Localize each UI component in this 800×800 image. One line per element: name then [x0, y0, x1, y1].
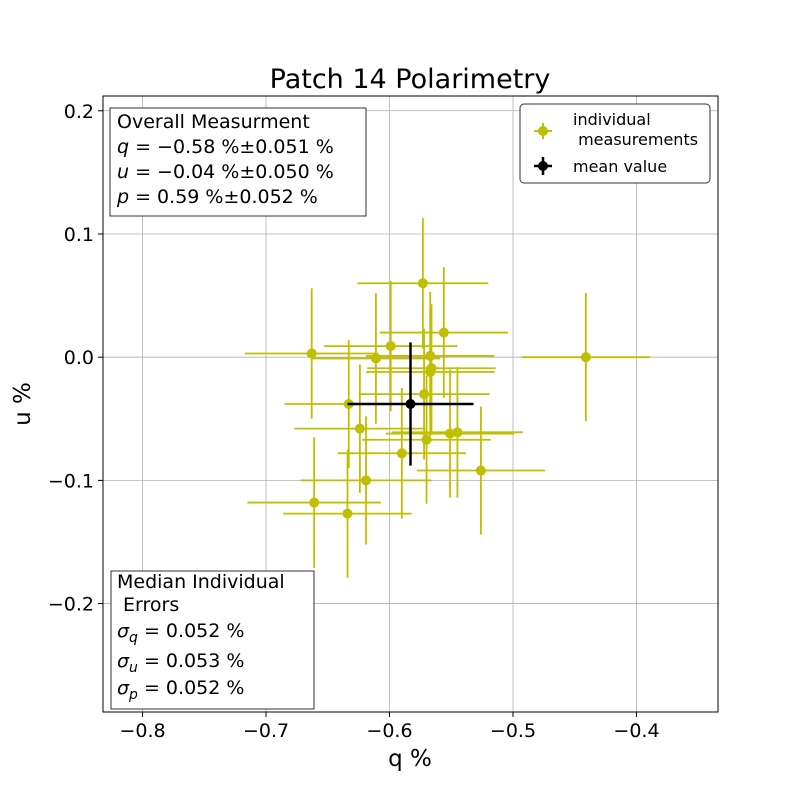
legend: individual measurements mean value	[519, 103, 711, 184]
axis-ticks: −0.8 −0.7 −0.6 −0.5 −0.4 −0.2 −0.1 0.0 0.1 0.2	[48, 101, 660, 742]
overall-measurement-box: Overall Measurment q = −0.58 %±0.051 % u…	[109, 107, 367, 217]
chart-title: Patch 14 Polarimetry	[270, 64, 551, 95]
individual-point	[245, 288, 379, 419]
median-title-line1: Median Individual	[117, 571, 285, 593]
individual-marker	[580, 352, 591, 363]
x-tick-label: −0.6	[366, 720, 412, 742]
individual-marker	[361, 475, 372, 486]
individual-marker	[385, 341, 396, 352]
mean-point	[347, 342, 474, 466]
individual-marker	[309, 497, 320, 508]
individual-point	[294, 364, 426, 493]
x-tick-label: −0.5	[490, 720, 536, 742]
legend-marker-individual	[534, 123, 552, 139]
individual-point	[300, 416, 432, 545]
x-tick-label: −0.8	[119, 720, 165, 742]
individual-point	[311, 293, 441, 424]
individual-marker	[342, 508, 353, 519]
legend-marker-mean	[534, 157, 552, 175]
y-tick-label: 0.1	[64, 224, 94, 246]
overall-title: Overall Measurment	[117, 111, 310, 133]
y-tick-label: 0.0	[64, 347, 94, 369]
overall-q-line: q = −0.58 %±0.051 %	[117, 136, 334, 158]
median-sigma-q-line: σq = 0.052 %	[117, 620, 244, 646]
y-tick-label: −0.2	[48, 594, 94, 616]
mean-marker	[405, 399, 416, 409]
individual-point	[357, 217, 489, 349]
legend-label-individual-line2: measurements	[573, 130, 698, 149]
legend-label-individual-line1: individual	[573, 110, 651, 129]
individual-marker	[421, 434, 432, 445]
x-tick-label: −0.7	[243, 720, 289, 742]
x-tick-label: −0.4	[613, 720, 659, 742]
x-axis-label: q %	[388, 746, 432, 772]
individual-marker	[419, 389, 430, 400]
overall-u-line: u = −0.04 %±0.050 %	[117, 161, 334, 183]
individual-point	[362, 375, 491, 504]
individual-point	[521, 293, 651, 422]
median-errors-box: Median Individual Errors σq = 0.052 % σu…	[110, 570, 315, 710]
individual-marker	[445, 428, 456, 439]
individual-marker	[306, 348, 317, 359]
median-sigma-p-line: σp = 0.052 %	[117, 677, 244, 703]
individual-point	[366, 307, 495, 437]
individual-marker	[475, 465, 486, 476]
individual-marker	[452, 427, 463, 438]
individual-point	[391, 367, 523, 498]
individual-marker	[370, 353, 381, 364]
individual-point	[416, 406, 546, 535]
plot-frame	[102, 95, 719, 713]
individual-point	[247, 437, 381, 568]
overall-p-line: p = 0.59 %±0.052 %	[116, 186, 318, 208]
individual-point	[283, 449, 412, 578]
individual-marker	[354, 423, 365, 434]
individual-marker	[417, 278, 428, 289]
individual-marker	[438, 327, 449, 338]
individual-point	[337, 387, 467, 519]
individual-marker	[396, 448, 407, 459]
individual-point	[324, 280, 458, 412]
y-axis-label: u %	[10, 382, 36, 426]
individual-point	[385, 369, 515, 498]
mean-value-series	[347, 342, 474, 466]
median-title-line2: Errors	[117, 594, 179, 616]
y-tick-label: 0.2	[64, 101, 94, 123]
legend-label-mean: mean value	[573, 157, 667, 176]
median-sigma-u-line: σu = 0.053 %	[117, 650, 244, 676]
y-tick-label: −0.1	[48, 470, 94, 492]
individual-marker	[425, 366, 436, 377]
individual-point	[379, 267, 509, 398]
